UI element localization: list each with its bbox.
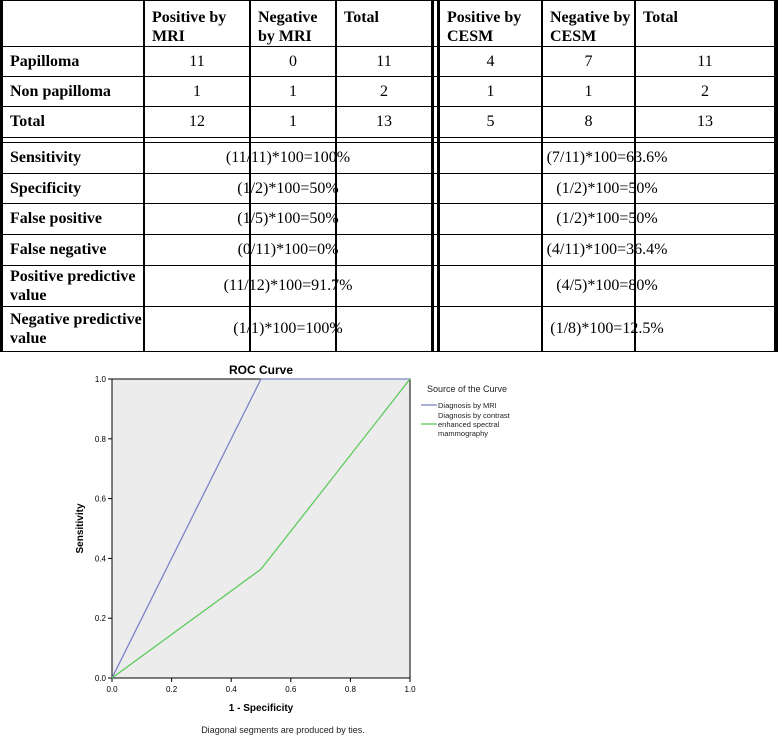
mri-count-cell: 1 [289,113,297,130]
mri-count-cell: 11 [189,52,205,70]
mri-count-cell: 2 [380,82,388,100]
cesm-count-cell: 7 [584,52,593,70]
table-hline [0,265,778,266]
table-hline [0,306,778,307]
table-hline [0,142,778,143]
x-tick-label: 0.4 [226,685,238,694]
metric-label: False positive [10,210,102,227]
table-vline [541,0,543,352]
plot-area [111,378,411,679]
mri-metric-value: (11/12)*100=91.7% [223,277,353,294]
y-axis-label: Sensitivity [75,503,86,553]
table-hline [0,76,778,77]
legend-title: Source of the Curve [427,384,507,394]
legend-label-cesm: Diagnosis by contrast enhanced spectral ma… [438,411,511,438]
row-label: Papilloma [10,52,80,70]
cesm-metric-value: (1/2)*100=50% [556,210,658,227]
metric-label: Negative predictive value [10,310,142,347]
x-tick-label: 0.8 [345,685,357,694]
cesm-count-cell: 11 [697,52,713,70]
chart-title: ROC Curve [229,363,293,377]
table-hline [0,203,778,204]
mri-metric-value: (1/5)*100=50% [237,210,339,227]
cesm-count-cell: 13 [697,113,713,130]
mri-metric-value: (1/1)*100=100% [233,320,343,337]
chart-footnote: Diagonal segments are produced by ties. [201,725,365,735]
legend-label-mri: Diagnosis by MRI [438,401,497,410]
mri-metric-value: (0/11)*100=0% [237,241,339,258]
mri-count-cell: 1 [289,82,297,100]
cesm-metric-value: (1/8)*100=12.5% [550,320,664,337]
mri-count-cell: 13 [376,113,392,130]
metric-label: Sensitivity [10,149,82,166]
y-tick-label: 0.4 [95,554,107,563]
y-tick-label: 0.8 [95,435,107,444]
x-tick-label: 1.0 [404,685,416,694]
table-vline [0,0,3,352]
legend-label-cesm-line: mammography [438,429,488,438]
mri-count-cell: 12 [189,113,205,130]
roc-series-line [111,378,411,679]
row-label: Non papilloma [10,82,111,100]
y-tick-label: 1.0 [95,375,107,384]
mri-count-cell: 11 [376,52,392,70]
cesm-count-cell: 8 [584,113,593,130]
mri-col-header: Positive by MRI [152,9,227,45]
table-vline [249,0,251,352]
cesm-metric-value: (1/2)*100=50% [556,179,658,197]
cesm-count-cell: 2 [701,82,709,100]
mri-metric-value: (11/11)*100=100% [225,149,351,166]
legend-label-cesm-line: Diagnosis by contrast [438,411,511,420]
x-tick-label: 0.0 [106,685,118,694]
table-hline [0,106,778,107]
x-tick-label: 0.2 [166,685,178,694]
table-hline [0,351,778,352]
cesm-count-cell: 4 [486,52,495,70]
metric-label: Specificity [10,179,82,197]
row-label: Total [10,113,45,130]
table-hline [0,173,778,174]
cesm-count-cell: 1 [486,82,495,100]
mri-count-cell: 1 [193,82,201,100]
cesm-col-header: Negative by CESM [550,9,631,45]
cesm-count-cell: 1 [584,82,593,100]
x-axis-label: 1 - Specificity [229,703,294,714]
cesm-metric-value: (7/11)*100=63.6% [546,149,668,166]
cesm-col-header: Total [643,9,678,26]
y-tick-label: 0.0 [95,674,107,683]
cesm-col-header: Positive by CESM [447,9,522,45]
table-vline [634,0,636,352]
x-tick-label: 0.6 [285,685,297,694]
y-tick-label: 0.2 [95,614,107,623]
mri-metric-value: (1/2)*100=50% [237,179,339,197]
results-table: Positive by MRI Negative by MRI Total Posit… [0,0,778,352]
cesm-metric-value: (4/11)*100=36.4% [546,241,668,258]
metric-label: False negative [10,241,107,258]
cesm-metric-value: (4/5)*100=80% [556,277,658,294]
table-vline [431,0,434,352]
table-vline [335,0,337,352]
legend-label-cesm-line: enhanced spectral [438,420,500,429]
roc-series-line [111,378,410,679]
y-tick-label: 0.6 [95,495,107,504]
table-vline [143,0,145,352]
table-vline [437,0,440,352]
table-hline [0,46,778,47]
cesm-count-cell: 5 [486,113,495,130]
table-hline [0,0,778,1]
table-vline [774,0,778,352]
table-hline [0,137,778,138]
roc-chart: ROC Curve 0.0 0.2 0.4 0.6 0.8 1.0 0.0 0.2 0.4 0.6 0… [75,363,511,735]
table-hline [0,234,778,235]
mri-count-cell: 0 [289,52,297,70]
mri-col-header: Negative by MRI [258,9,318,45]
metric-label: Positive predictive value [10,267,136,304]
mri-col-header: Total [344,9,379,26]
